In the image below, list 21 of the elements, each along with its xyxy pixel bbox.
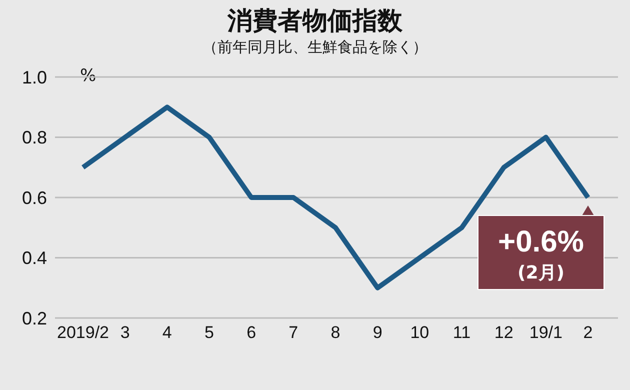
x-tick-label: 10 — [410, 323, 430, 342]
x-tick-label: 7 — [288, 323, 298, 342]
x-tick-label: 19/1 — [529, 323, 562, 342]
x-tick-label: 2019/2 — [57, 323, 109, 342]
x-tick-label: 8 — [330, 323, 340, 342]
y-tick-label: 0.2 — [22, 308, 47, 328]
x-tick-label: 4 — [162, 323, 172, 342]
x-tick-label: 2 — [583, 323, 593, 342]
x-tick-label: 6 — [246, 323, 256, 342]
y-tick-label: 0.8 — [22, 128, 47, 148]
x-tick-label: 3 — [120, 323, 130, 342]
annotation: +0.6% (2月) — [498, 226, 584, 284]
y-tick-label: 1.0 — [22, 67, 47, 88]
chart-title: 消費者物価指数 — [226, 5, 404, 37]
x-tick-label: 11 — [452, 323, 471, 342]
x-tick-label: 12 — [494, 323, 514, 342]
x-tick-label: 9 — [372, 323, 382, 342]
x-tick-label: 5 — [204, 323, 214, 342]
chart-subtitle: （前年同月比、生鮮食品を除く） — [202, 38, 428, 57]
y-tick-label: 0.6 — [22, 188, 47, 208]
y-tick-label: 0.4 — [22, 248, 47, 268]
